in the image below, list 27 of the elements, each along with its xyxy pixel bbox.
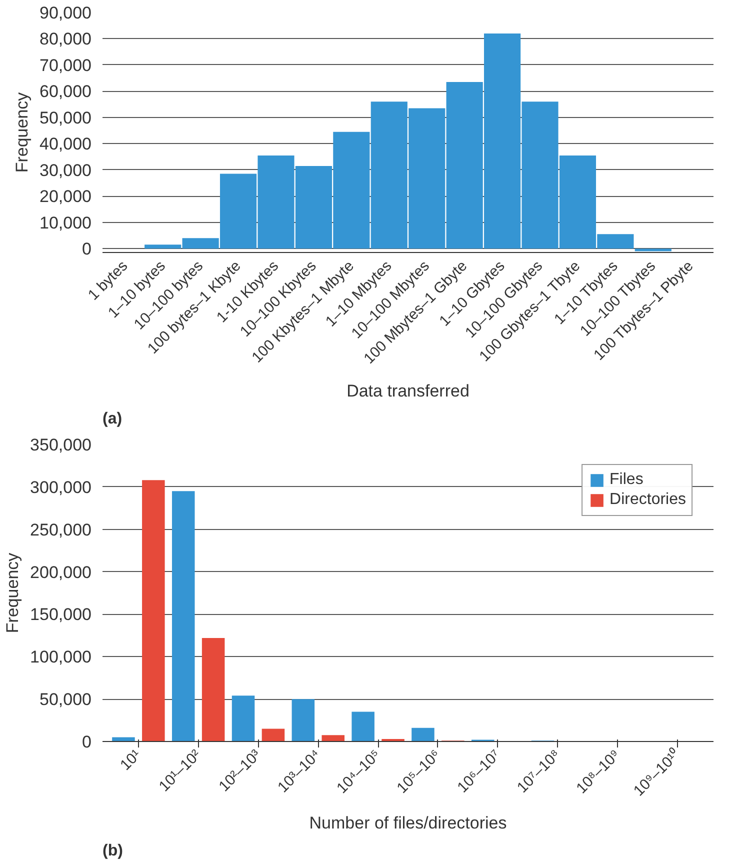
y-tick-label: 10,000 [40, 213, 92, 232]
y-tick-label: 250,000 [30, 520, 92, 540]
y-axis-title: Frequency [12, 92, 32, 173]
y-tick-label: 80,000 [40, 30, 92, 49]
y-tick-label: 100,000 [30, 648, 92, 667]
y-tick-label: 20,000 [40, 187, 92, 206]
x-axis-title: Number of files/directories [309, 814, 507, 833]
y-tick-label: 300,000 [30, 478, 92, 497]
x-axis-title: Data transferred [346, 381, 470, 400]
y-tick-label: 90,000 [40, 4, 92, 22]
x-tick-label: 10¹ [117, 746, 144, 774]
y-tick-label: 40,000 [40, 134, 92, 154]
y-tick-label: 150,000 [30, 605, 92, 624]
legend-label: Directories [610, 491, 686, 509]
y-tick-label: 30,000 [40, 160, 92, 180]
y-tick-label: 50,000 [40, 108, 92, 128]
text: (a) [102, 410, 122, 428]
y-tick-label: 200,000 [30, 562, 92, 582]
legend-label: Files [610, 471, 644, 489]
y-tick-label: 350,000 [30, 436, 92, 454]
text: (b) [102, 842, 123, 860]
y-tick-label: 50,000 [40, 690, 92, 710]
y-tick-label: 0 [82, 732, 92, 752]
y-axis-title: Frequency [3, 552, 22, 634]
y-tick-label: 0 [82, 240, 92, 259]
y-tick-label: 70,000 [40, 56, 92, 75]
y-tick-label: 60,000 [40, 82, 92, 102]
